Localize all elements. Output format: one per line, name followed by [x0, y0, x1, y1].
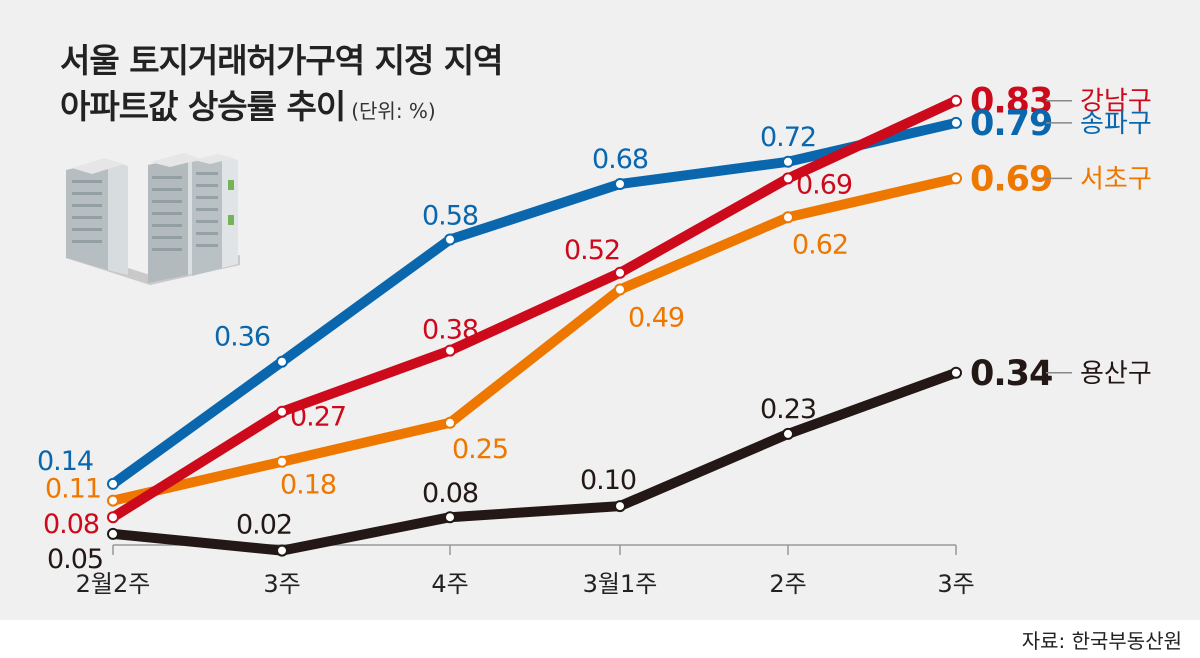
end-value-label: 0.69	[970, 159, 1052, 199]
data-label: 0.05	[47, 544, 103, 575]
data-label: 0.25	[452, 434, 508, 465]
data-point	[444, 233, 456, 246]
source-note: 자료: 한국부동산원	[1021, 629, 1182, 653]
x-tick-label: 2주	[769, 570, 806, 598]
data-point	[276, 405, 288, 418]
data-label: 0.62	[792, 229, 848, 260]
legend-series-name: 송파구	[1080, 109, 1152, 139]
x-tick-label: 4주	[431, 570, 468, 598]
data-label: 0.69	[796, 169, 852, 200]
series-line	[108, 367, 961, 556]
data-point	[444, 416, 456, 429]
data-label: 0.49	[628, 303, 684, 334]
end-value-label: 0.79	[970, 104, 1052, 144]
data-label: 0.18	[280, 470, 336, 501]
data-point	[107, 527, 119, 540]
legend-series-name: 강남구	[1080, 87, 1152, 117]
data-point	[950, 172, 962, 185]
data-label: 0.10	[580, 465, 636, 496]
x-tick-label: 3주	[937, 570, 974, 598]
data-label: 0.72	[760, 122, 816, 153]
data-label: 0.08	[422, 478, 478, 509]
data-label: 0.52	[564, 235, 620, 266]
unit-label: (단위: %)	[351, 99, 436, 123]
data-point	[276, 544, 288, 557]
data-point	[950, 116, 962, 129]
data-point	[107, 477, 119, 490]
data-label: 0.02	[236, 510, 292, 541]
end-value-label: 0.83	[970, 82, 1052, 122]
legend-series-name: 서초구	[1080, 164, 1152, 194]
data-label: 0.11	[45, 474, 101, 505]
chart-title-line1: 서울 토지거래허가구역 지정 지역	[60, 41, 504, 80]
series-line	[108, 95, 961, 523]
data-label: 0.36	[214, 322, 270, 353]
data-label: 0.23	[760, 394, 816, 425]
x-tick-label: 2월2주	[76, 570, 151, 598]
data-label: 0.27	[290, 402, 346, 433]
chart-title-line2-text: 아파트값 상승률 추이	[60, 87, 346, 126]
data-point	[614, 178, 626, 190]
data-point	[614, 266, 626, 279]
data-point	[444, 344, 456, 357]
legend-series-name: 용산구	[1080, 359, 1152, 389]
x-tick-label: 3주	[263, 570, 300, 598]
series-line	[108, 173, 961, 506]
data-point	[782, 427, 794, 440]
data-label: 0.14	[37, 446, 93, 477]
data-label: 0.38	[422, 315, 478, 346]
data-point	[107, 494, 119, 507]
data-point	[782, 155, 794, 168]
data-point	[950, 94, 962, 107]
data-point	[276, 455, 288, 468]
apartment-illustration	[66, 153, 240, 285]
line-chart: 2월2주 3주 4주 3월1주 2주 3주 0.08 0.27 0.38 0.52 0.69 0.1…	[37, 82, 1152, 598]
data-point	[444, 511, 456, 524]
x-tick-label: 3월1주	[583, 570, 658, 598]
data-label: 0.68	[592, 144, 648, 175]
series-line	[108, 117, 961, 489]
data-point	[950, 366, 962, 379]
data-point	[276, 355, 288, 368]
data-label: 0.08	[43, 509, 99, 540]
end-value-label: 0.34	[970, 354, 1052, 394]
chart-title-line2: 아파트값 상승률 추이 (단위: %)	[60, 80, 436, 128]
data-point	[782, 172, 794, 185]
data-point	[107, 511, 119, 524]
data-label: 0.58	[422, 201, 478, 232]
data-point	[614, 500, 626, 513]
data-point	[782, 211, 794, 224]
data-point	[614, 283, 626, 296]
